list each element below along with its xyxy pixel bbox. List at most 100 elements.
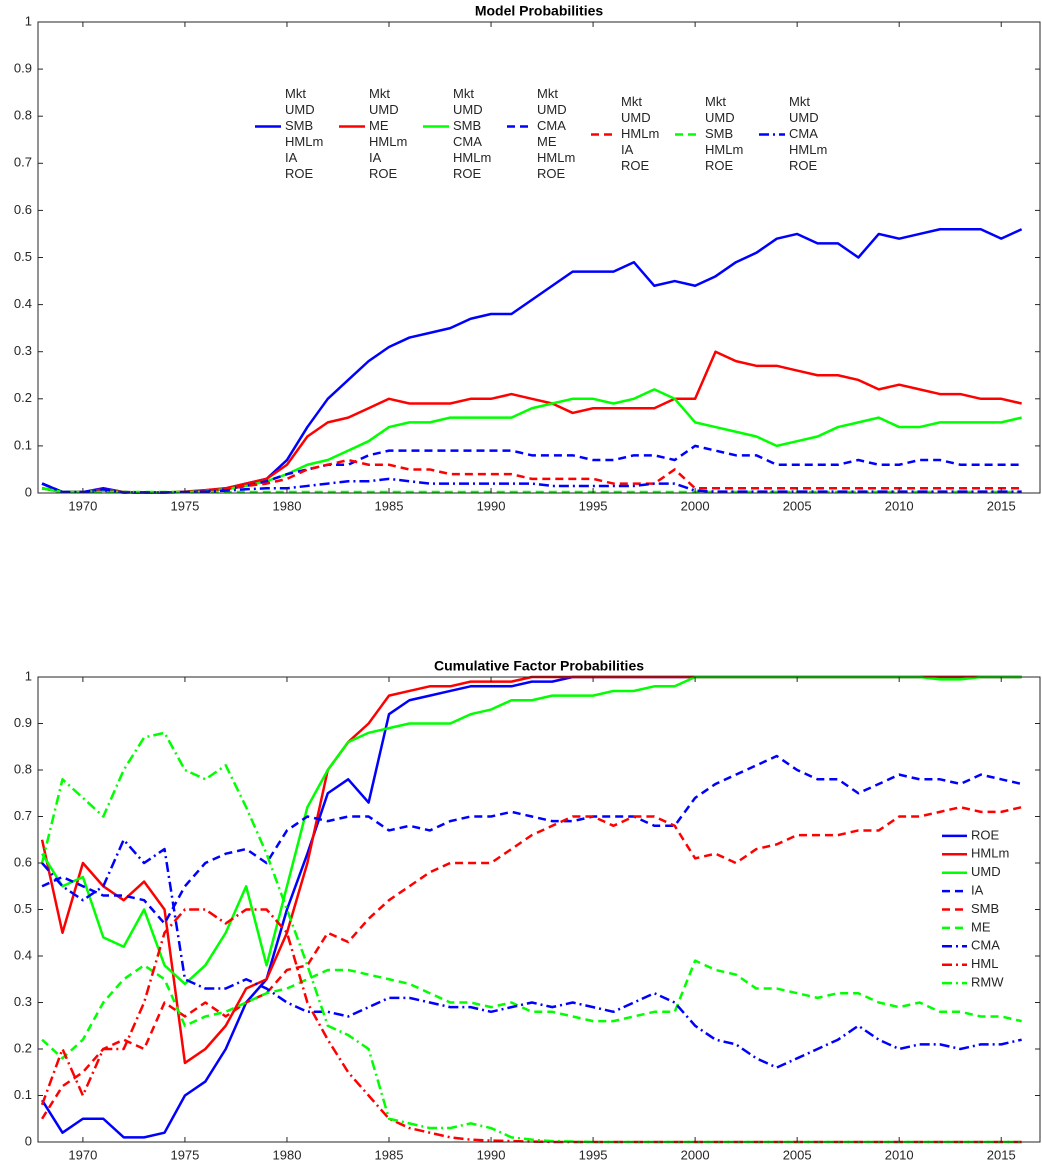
legend-label: ROE <box>705 158 734 173</box>
legend-label: HML <box>971 956 998 971</box>
legend-label: CMA <box>537 118 566 133</box>
x-tick-label: 2005 <box>783 498 812 513</box>
legend-label: HMLm <box>971 846 1009 861</box>
series-line <box>40 908 1022 1144</box>
y-tick-label: 1 <box>25 13 32 28</box>
legend-label: ROE <box>537 166 566 181</box>
legend-label: IA <box>285 150 298 165</box>
legend-label: UMD <box>369 102 399 117</box>
series-line <box>41 675 1022 986</box>
legend-label: Mkt <box>369 86 390 101</box>
legend-label: CMA <box>453 134 482 149</box>
legend-label: HMLm <box>369 134 407 149</box>
legend-label: CMA <box>971 938 1000 953</box>
chart-title: Model Probabilities <box>475 3 604 19</box>
legend-label: HMLm <box>453 150 491 165</box>
chart: Model Probabilities 0 0.1 0.2 0.3 0.4 0.5 0.6 0.… <box>14 3 1041 513</box>
series-line <box>40 675 1022 1065</box>
legend-label: SMB <box>971 901 999 916</box>
series-line <box>41 675 1022 1139</box>
y-tick-label: 0.1 <box>14 1087 32 1102</box>
legend-label: ME <box>971 919 991 934</box>
series-line <box>41 444 1022 494</box>
x-tick-label: 2010 <box>885 498 914 513</box>
legend-label: HMLm <box>537 150 575 165</box>
legend-label: CMA <box>789 126 818 141</box>
series-line <box>41 838 1022 1069</box>
x-tick-label: 1980 <box>273 498 302 513</box>
legend-label: IA <box>369 150 382 165</box>
legend-label: ROE <box>369 166 398 181</box>
legend-label: UMD <box>453 102 483 117</box>
y-tick-label: 0.3 <box>14 994 32 1009</box>
y-tick-label: 0.9 <box>14 61 32 76</box>
y-tick-label: 0.2 <box>14 390 32 405</box>
x-tick-label: 1975 <box>170 498 199 513</box>
y-tick-label: 0.8 <box>14 761 32 776</box>
series-line <box>41 754 1022 925</box>
y-tick-label: 0.1 <box>14 437 32 452</box>
series-line <box>41 388 1022 494</box>
legend-label: Mkt <box>789 94 810 109</box>
series-line <box>41 227 1023 494</box>
legend-label: UMD <box>971 864 1001 879</box>
x-tick-label: 2010 <box>885 1147 914 1162</box>
legend-label: HMLm <box>621 126 659 141</box>
y-tick-label: 0 <box>25 1133 32 1148</box>
chart-title: Cumulative Factor Probabilities <box>434 658 644 674</box>
y-tick-label: 0.8 <box>14 108 32 123</box>
legend-label: RMW <box>971 975 1004 990</box>
legend-label: IA <box>971 883 984 898</box>
x-tick-label: 2015 <box>987 498 1016 513</box>
legend-label: ROE <box>453 166 482 181</box>
x-tick-label: 2015 <box>987 1147 1016 1162</box>
x-tick-label: 2000 <box>681 1147 710 1162</box>
x-tick-label: 1995 <box>579 498 608 513</box>
legend-label: UMD <box>285 102 315 117</box>
legend-label: UMD <box>537 102 567 117</box>
legend-label: UMD <box>621 110 651 125</box>
x-tick-label: 1990 <box>477 498 506 513</box>
legend-label: ROE <box>285 166 314 181</box>
legend-label: UMD <box>705 110 735 125</box>
plot-frame <box>37 676 1041 1143</box>
x-tick-label: 1985 <box>375 1147 404 1162</box>
series-line <box>41 959 1022 1060</box>
legend-label: SMB <box>705 126 733 141</box>
legend-label: ROE <box>789 158 818 173</box>
y-tick-label: 0.9 <box>14 715 32 730</box>
legend-label: ROE <box>971 827 1000 842</box>
x-tick-label: 1995 <box>579 1147 608 1162</box>
legend-label: UMD <box>789 110 819 125</box>
legend-label: Mkt <box>621 94 642 109</box>
y-tick-label: 0.5 <box>14 249 32 264</box>
legend-label: Mkt <box>285 86 306 101</box>
legend-label: HMLm <box>285 134 323 149</box>
series-line <box>41 805 1022 1120</box>
legend-label: Mkt <box>453 86 474 101</box>
legend-label: SMB <box>285 118 313 133</box>
x-tick-label: 1985 <box>375 498 404 513</box>
y-tick-label: 0.7 <box>14 808 32 823</box>
series-line <box>40 731 1022 1144</box>
y-tick-label: 0 <box>25 484 32 499</box>
legend-label: HMLm <box>789 142 827 157</box>
x-tick-label: 1970 <box>68 1147 97 1162</box>
legend-label: HMLm <box>705 142 743 157</box>
y-tick-label: 0.4 <box>14 947 32 962</box>
series-line <box>41 350 1022 494</box>
y-tick-label: 0.5 <box>14 901 32 916</box>
x-tick-label: 1990 <box>477 1147 506 1162</box>
legend-label: IA <box>621 142 634 157</box>
legend-label: ME <box>537 134 557 149</box>
legend-label: Mkt <box>705 94 726 109</box>
legend-label: Mkt <box>537 86 558 101</box>
y-tick-label: 0.2 <box>14 1040 32 1055</box>
x-tick-label: 1975 <box>170 1147 199 1162</box>
x-tick-label: 1970 <box>68 498 97 513</box>
x-tick-label: 1980 <box>273 1147 302 1162</box>
chart: Cumulative Factor Probabilities 0 0.1 0.2 0.… <box>14 658 1041 1162</box>
series-line <box>41 477 1022 494</box>
y-tick-label: 0.6 <box>14 202 32 217</box>
y-tick-label: 0.4 <box>14 296 32 311</box>
